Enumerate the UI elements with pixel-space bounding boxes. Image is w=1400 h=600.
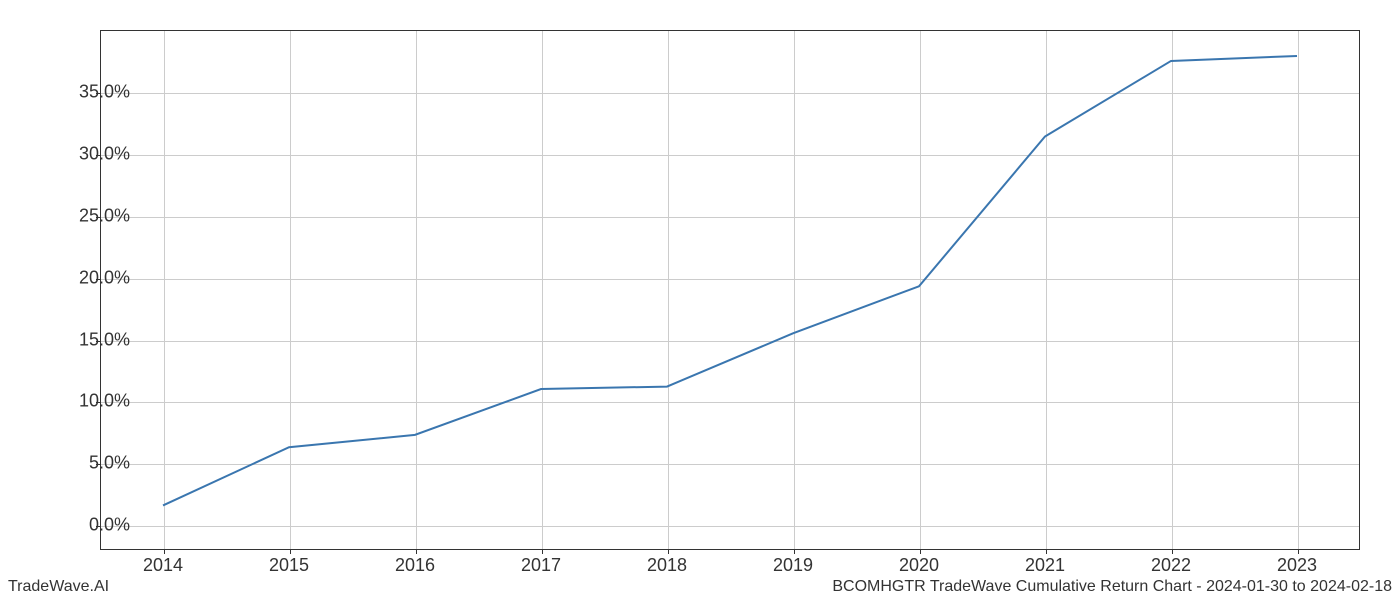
x-tick-label: 2017 [521, 555, 561, 576]
x-tick-label: 2018 [647, 555, 687, 576]
x-tick-label: 2020 [899, 555, 939, 576]
footer-brand: TradeWave.AI [8, 578, 109, 596]
x-tick-label: 2022 [1151, 555, 1191, 576]
x-tick-label: 2015 [269, 555, 309, 576]
y-tick-label: 25.0% [79, 205, 130, 226]
y-tick-label: 30.0% [79, 143, 130, 164]
x-tick-label: 2019 [773, 555, 813, 576]
chart-plot-area [100, 30, 1360, 550]
y-tick-label: 10.0% [79, 391, 130, 412]
y-tick-label: 35.0% [79, 81, 130, 102]
x-tick-label: 2016 [395, 555, 435, 576]
x-tick-label: 2021 [1025, 555, 1065, 576]
chart-svg-layer [100, 30, 1360, 550]
y-tick-label: 0.0% [89, 515, 130, 536]
x-tick-label: 2023 [1277, 555, 1317, 576]
y-tick-label: 5.0% [89, 453, 130, 474]
footer-caption: BCOMHGTR TradeWave Cumulative Return Cha… [832, 578, 1392, 596]
x-tick-label: 2014 [143, 555, 183, 576]
series-line [163, 56, 1297, 505]
y-tick-label: 20.0% [79, 267, 130, 288]
y-tick-label: 15.0% [79, 329, 130, 350]
